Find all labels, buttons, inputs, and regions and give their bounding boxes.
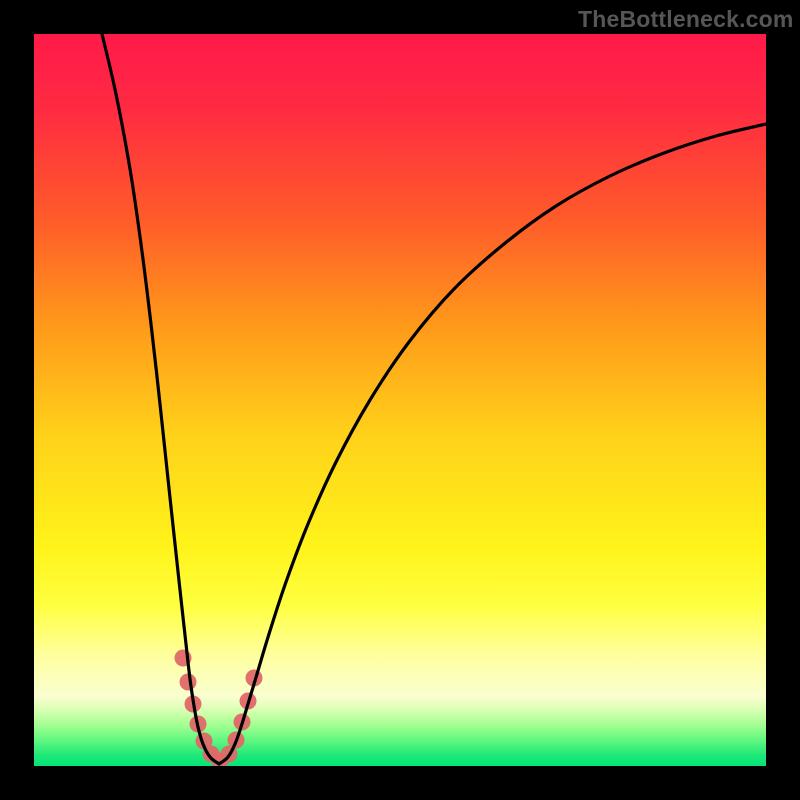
trough-marker-dot: [180, 674, 197, 691]
curve-left-branch: [102, 34, 219, 764]
curve-right-branch: [219, 124, 766, 764]
chart-svg-layer: [0, 0, 800, 800]
